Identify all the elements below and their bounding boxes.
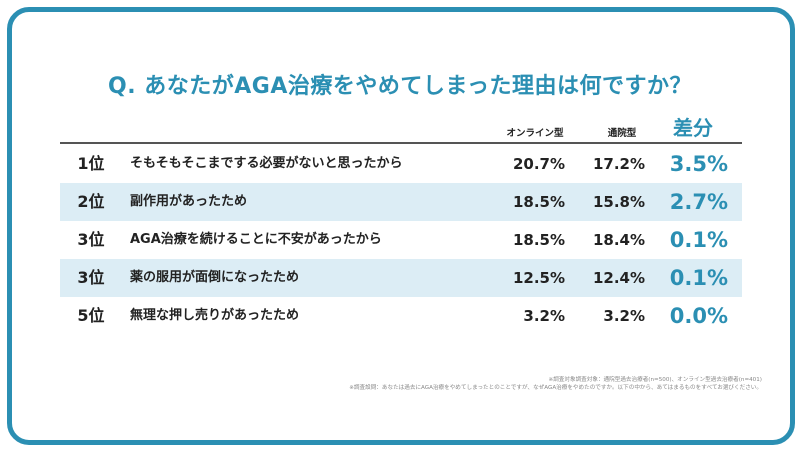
rank-label: 3位 — [77, 230, 105, 249]
column-header-diff: 差分 — [673, 116, 713, 140]
column-header-clinic: 通院型 — [607, 128, 637, 139]
survey-target-note: ※調査対象調査対象：通院型過去治療者(n=500)、オンライン型過去治療者(n=… — [548, 377, 762, 383]
survey-question-note: ※調査設問：あなたは過去にAGA治療をやめてしまったとのことですが、なぜAGA治… — [349, 385, 762, 391]
online-value: 3.2% — [523, 307, 565, 325]
clinic-value: 3.2% — [603, 307, 645, 325]
rank-label: 1位 — [77, 154, 105, 173]
column-header-online: オンライン型 — [506, 128, 564, 139]
table-row: 3位 AGA治療を続けることに不安があったから 18.5% 18.4% 0.1% — [60, 221, 742, 259]
online-value: 12.5% — [512, 269, 565, 287]
header-divider — [60, 142, 742, 144]
reason-label: 無理な押し売りがあったため — [130, 308, 300, 323]
diff-value: 2.7% — [669, 190, 728, 214]
card-frame — [7, 7, 795, 445]
online-value: 18.5% — [512, 193, 565, 211]
table-row: 5位 無理な押し売りがあったため 3.2% 3.2% 0.0% — [60, 297, 742, 335]
diff-value: 0.1% — [669, 228, 728, 252]
rank-label: 2位 — [77, 192, 105, 211]
page-title: Q. あなたがAGA治療をやめてしまった理由は何ですか？ — [108, 74, 692, 99]
reason-label: 薬の服用が面倒になったため — [130, 270, 300, 285]
rank-label: 3位 — [77, 268, 105, 287]
online-value: 18.5% — [512, 231, 565, 249]
table-row: 3位 薬の服用が面倒になったため 12.5% 12.4% 0.1% — [60, 259, 742, 297]
clinic-value: 15.8% — [592, 193, 645, 211]
reason-label: 副作用があったため — [130, 194, 248, 209]
clinic-value: 17.2% — [592, 155, 645, 173]
table-row: 2位 副作用があったため 18.5% 15.8% 2.7% — [60, 183, 742, 221]
reason-label: AGA治療を続けることに不安があったから — [130, 232, 382, 247]
rank-label: 5位 — [77, 306, 105, 325]
clinic-value: 12.4% — [592, 269, 645, 287]
table-row: 1位 そもそもそこまでする必要がないと思ったから 20.7% 17.2% 3.5% — [60, 145, 742, 183]
diff-value: 3.5% — [669, 152, 728, 176]
diff-value: 0.1% — [669, 266, 728, 290]
reason-label: そもそもそこまでする必要がないと思ったから — [130, 156, 403, 171]
diff-value: 0.0% — [669, 304, 728, 328]
online-value: 20.7% — [512, 155, 565, 173]
clinic-value: 18.4% — [592, 231, 645, 249]
